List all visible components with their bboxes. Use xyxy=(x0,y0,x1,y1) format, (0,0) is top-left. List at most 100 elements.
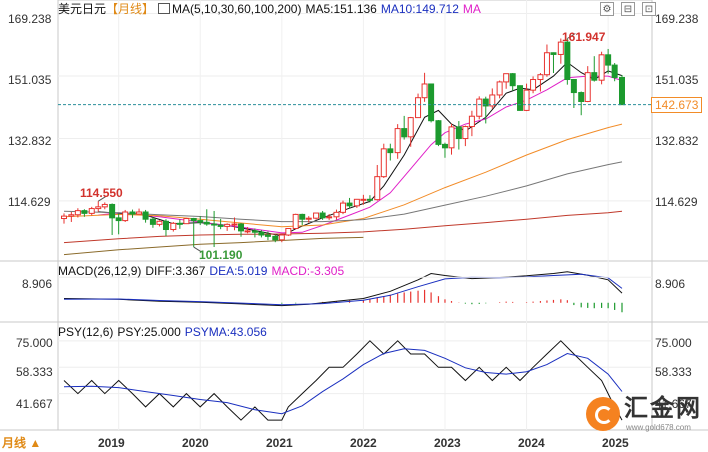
candle-body xyxy=(183,218,190,225)
candle-body xyxy=(401,128,408,138)
candle-body xyxy=(217,224,224,227)
y-tick-label-left: 114.629 xyxy=(8,195,51,209)
ma5-value: MA5:151.136 xyxy=(305,2,377,16)
candle-body xyxy=(258,231,265,236)
annotation-leader xyxy=(97,195,107,202)
maximize-button[interactable]: ⊡ xyxy=(642,2,656,16)
x-tick-label: 2025 xyxy=(602,436,629,450)
candle-body xyxy=(285,227,292,236)
candle-body xyxy=(584,72,591,102)
macd-y-tick-label: 8.906 xyxy=(655,277,686,291)
candle-body xyxy=(203,221,210,225)
candle-body xyxy=(68,214,75,217)
psy-y-tick-label-left: 58.333 xyxy=(16,365,53,379)
psy-value: PSY:25.000 xyxy=(117,325,181,339)
candle-body xyxy=(81,210,88,214)
candle-body xyxy=(387,148,394,154)
gold678-logo-icon xyxy=(586,397,620,431)
candle-body xyxy=(550,52,557,55)
candle-body xyxy=(578,92,585,102)
y-tick-label-left: 151.035 xyxy=(8,73,52,87)
candle-body xyxy=(340,202,346,213)
collapse-button[interactable]: ⊟ xyxy=(621,2,635,16)
candle-body xyxy=(238,223,245,232)
x-tick-label: 2021 xyxy=(266,436,293,450)
candle-body xyxy=(61,215,67,220)
candle-body xyxy=(380,148,387,178)
macd-legend: MACD(26,12,9) DIFF:3.367 DEA:5.019 MACD:-3.… xyxy=(58,264,348,278)
ma-params-label: MA(5,10,30,60,100,200) xyxy=(172,2,302,16)
macd-diff-line xyxy=(63,271,623,307)
ma-line-ma60 xyxy=(63,161,623,223)
candle-body xyxy=(231,223,238,226)
candle-body xyxy=(394,128,401,154)
candle-body xyxy=(435,120,442,145)
main-legend: 美元日元【月线】 MA(5,10,30,60,100,200) MA5:151.13… xyxy=(58,2,485,16)
candle-body xyxy=(95,206,102,210)
candle-body xyxy=(468,115,475,128)
candle-body xyxy=(591,72,598,81)
candle-body xyxy=(476,98,483,117)
candle-body xyxy=(360,198,367,201)
ma-line-ma10 xyxy=(98,75,623,234)
candle-body xyxy=(605,54,612,66)
candle-body xyxy=(509,73,516,87)
candle-body xyxy=(272,235,279,241)
psy-y-tick-label-left: 41.667 xyxy=(16,397,53,411)
candle-body xyxy=(264,234,271,237)
x-tick-label: 2020 xyxy=(182,436,209,450)
candle-body xyxy=(162,220,169,231)
candle-body xyxy=(448,126,455,149)
psy-legend: PSY(12,6) PSY:25.000 PSYMA:43.056 xyxy=(58,325,271,339)
candle-body xyxy=(224,223,231,227)
candle-body xyxy=(122,211,129,222)
candle-body xyxy=(74,210,81,216)
period-tag[interactable]: 【月线】 xyxy=(106,2,155,16)
candle-body xyxy=(170,222,177,231)
ma-line-ma30 xyxy=(63,123,623,228)
psyma-line xyxy=(63,348,623,415)
settings-button[interactable]: ⚙ xyxy=(600,2,614,16)
last-price-box: 142.673 xyxy=(651,96,703,113)
candle-body xyxy=(407,117,414,138)
y-tick-label-left: 132.832 xyxy=(8,134,52,148)
macd-macd-value: MACD:-3.305 xyxy=(271,264,345,278)
candle-body xyxy=(176,222,183,225)
candle-body xyxy=(211,223,218,226)
candle-body xyxy=(503,73,510,83)
x-tick-label: 2022 xyxy=(350,436,377,450)
candle-body xyxy=(537,74,544,81)
annotation-leader xyxy=(567,33,576,39)
candle-body xyxy=(197,220,204,223)
annotation-low-2019: 101.190 xyxy=(199,248,243,262)
candle-body xyxy=(441,143,448,149)
watermark-url: www.gold678.com xyxy=(626,423,691,432)
candle-body xyxy=(557,41,564,55)
candle-body xyxy=(142,211,149,220)
psyma-value: PSYMA:43.056 xyxy=(184,325,267,339)
candle-body xyxy=(313,212,320,219)
annotation-leader xyxy=(193,246,202,253)
candle-body xyxy=(319,212,326,219)
x-tick-label: 2019 xyxy=(98,436,125,450)
y-tick-label: 132.832 xyxy=(655,134,699,148)
ma-settings-icon[interactable] xyxy=(158,3,171,14)
macd-diff-value: DIFF:3.367 xyxy=(145,264,206,278)
macd-dea-value: DEA:5.019 xyxy=(209,264,268,278)
candle-body xyxy=(109,203,116,219)
candle-body xyxy=(190,218,197,222)
annotation-high-2018: 114.550 xyxy=(80,186,123,200)
candle-body xyxy=(366,198,373,201)
candle-body xyxy=(346,202,353,207)
y-tick-label: 114.629 xyxy=(655,195,698,209)
watermark-text: 汇金网 xyxy=(624,395,702,422)
candle-body xyxy=(462,126,469,140)
symbol-label: 美元日元 xyxy=(58,2,107,16)
candle-body xyxy=(115,217,122,222)
psy-y-tick-label-left: 75.000 xyxy=(16,336,53,350)
candle-body xyxy=(136,211,143,215)
period-button[interactable]: 月线 ▲ xyxy=(2,436,42,450)
candle-body xyxy=(543,52,550,76)
candle-body xyxy=(619,76,625,106)
ma-more-label: MA xyxy=(462,2,481,16)
